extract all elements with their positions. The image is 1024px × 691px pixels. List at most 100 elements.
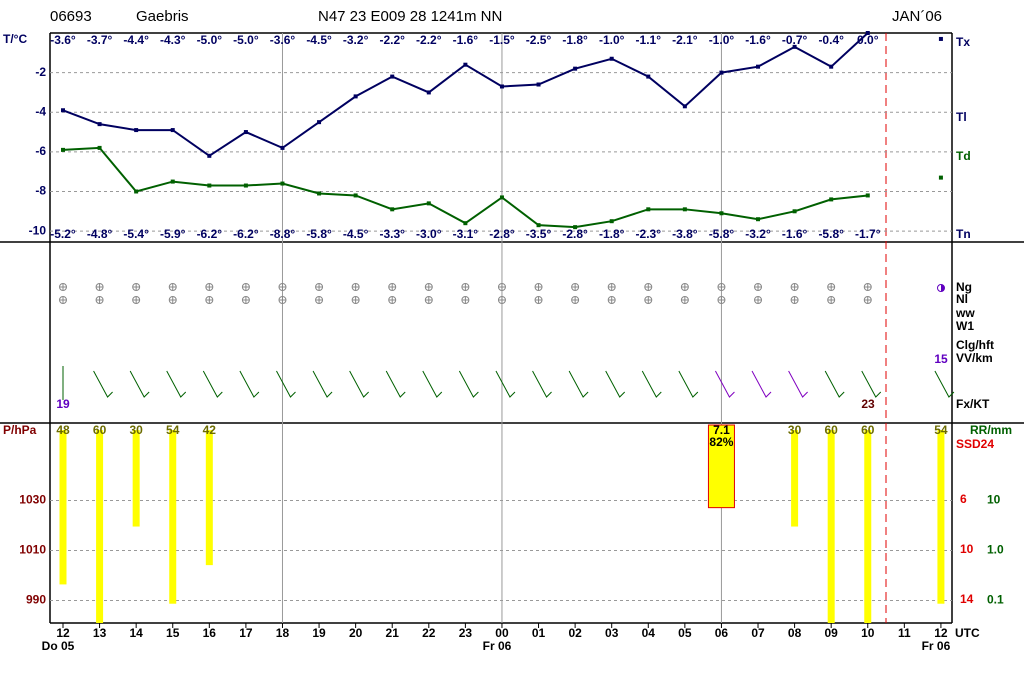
month: JAN´06 (892, 8, 942, 25)
x-tick-label: 19 (312, 626, 326, 640)
max-label: -2.2° (416, 33, 442, 47)
min-label: -3.8° (672, 227, 698, 241)
bar-label: 54 (934, 423, 948, 437)
cloud-symbol-cross (278, 283, 286, 291)
min-label: -5.8° (709, 227, 735, 241)
max-label: -4.4° (123, 33, 149, 47)
x-tick-label: 15 (166, 626, 180, 640)
wind-barb (861, 370, 882, 398)
temperature-point (390, 74, 395, 79)
temperature-point (829, 197, 834, 202)
temperature-point (609, 56, 614, 61)
max-label: -2.1° (672, 33, 698, 47)
min-label: -4.5° (343, 227, 369, 241)
wind-barb (788, 370, 808, 398)
cloud-symbol-cross (717, 283, 725, 291)
rr-label: RR/mm (970, 423, 1012, 437)
temperature-point (426, 90, 431, 95)
cloud-symbol-cross (535, 283, 543, 291)
min-label: -6.2° (233, 227, 259, 241)
wind-barb (276, 370, 296, 398)
cloud-symbol-cross (132, 283, 140, 291)
max-label: -1.0° (709, 33, 735, 47)
min-label: -8.8° (270, 227, 296, 241)
y-axis-label: T/°C (3, 32, 27, 46)
min-label: -5.9° (160, 227, 186, 241)
wind-barb (714, 370, 735, 398)
y-tick-label: -8 (35, 184, 46, 198)
precip-box (707, 424, 735, 509)
wind-barb (385, 370, 406, 398)
temperature-point (646, 207, 651, 212)
min-label: -6.2° (197, 227, 223, 241)
temperature-point (97, 122, 102, 127)
cloud-symbol-cross (132, 296, 140, 304)
annotation: 23 (861, 397, 875, 411)
max-label: -3.6° (50, 33, 76, 47)
cloud-symbol-cross (608, 283, 616, 291)
cloud-symbol-cross (59, 296, 67, 304)
panel-label: Clg/hft (956, 338, 994, 352)
temperature-point (207, 183, 212, 188)
y-axis-label: P/hPa (3, 423, 37, 437)
wind-barb (166, 370, 187, 398)
temperature-point (243, 130, 248, 135)
min-label: -3.3° (379, 227, 405, 241)
temperature-point (97, 145, 102, 150)
temperature-point (61, 108, 65, 113)
temperature-point (390, 207, 395, 212)
temperature-point (829, 64, 834, 69)
cloud-symbol-half (941, 284, 945, 292)
max-label: -2.5° (526, 33, 552, 47)
cloud-symbol-cross (352, 283, 360, 291)
x-tick-label: 08 (788, 626, 802, 640)
max-label: -5.0° (233, 33, 259, 47)
y-tick-label: 990 (26, 593, 46, 607)
cloud-symbol-cross (425, 296, 433, 304)
x-tick-label: 23 (459, 626, 473, 640)
bar-label: 48 (56, 423, 70, 437)
cloud-symbol-cross (315, 283, 323, 291)
temperature-point (865, 31, 870, 35)
temperature-point (536, 82, 541, 87)
wind-barb (532, 370, 552, 398)
temperature-point (682, 207, 687, 212)
min-label: -3.0° (416, 227, 442, 241)
temperature-point (353, 94, 358, 99)
x-tick-label: 09 (825, 626, 839, 640)
temperature-point (719, 70, 724, 75)
cloud-symbol-cross (571, 283, 579, 291)
max-label: -1.5° (489, 33, 515, 47)
temperature-point (61, 147, 65, 152)
sunshine-bar (169, 430, 177, 604)
temperature-point (536, 223, 541, 228)
temperature-point (573, 225, 578, 230)
series-label: Tx (956, 35, 970, 49)
wind-barb (239, 370, 260, 398)
x-tick-label: 17 (239, 626, 253, 640)
max-label: -4.3° (160, 33, 186, 47)
panel-label: VV/km (956, 351, 993, 365)
cloud-symbol-cross (644, 283, 652, 291)
max-label: -1.6° (453, 33, 479, 47)
min-label: -5.4° (123, 227, 149, 241)
temperature-point (280, 181, 285, 186)
bar-label: 42 (203, 423, 217, 437)
cloud-symbol-cross (717, 296, 725, 304)
temperature-point (792, 209, 797, 214)
x-tick-label: 01 (532, 626, 546, 640)
min-label: -2.3° (636, 227, 662, 241)
cloud-symbol-cross (315, 296, 323, 304)
cloud-symbol-cross (571, 296, 579, 304)
max-label: -1.8° (562, 33, 588, 47)
ssd-label: SSD24 (956, 437, 994, 451)
bar-label: 30 (788, 423, 802, 437)
max-label: -3.7° (87, 33, 113, 47)
max-label: -0.7° (782, 33, 808, 47)
temperature-point (134, 189, 139, 194)
temperature-point (426, 201, 431, 206)
precip-label: 7.1 (713, 423, 730, 437)
y3-tick-label: 10 (960, 542, 974, 556)
sunshine-bar (864, 430, 872, 623)
min-label: -1.8° (599, 227, 625, 241)
